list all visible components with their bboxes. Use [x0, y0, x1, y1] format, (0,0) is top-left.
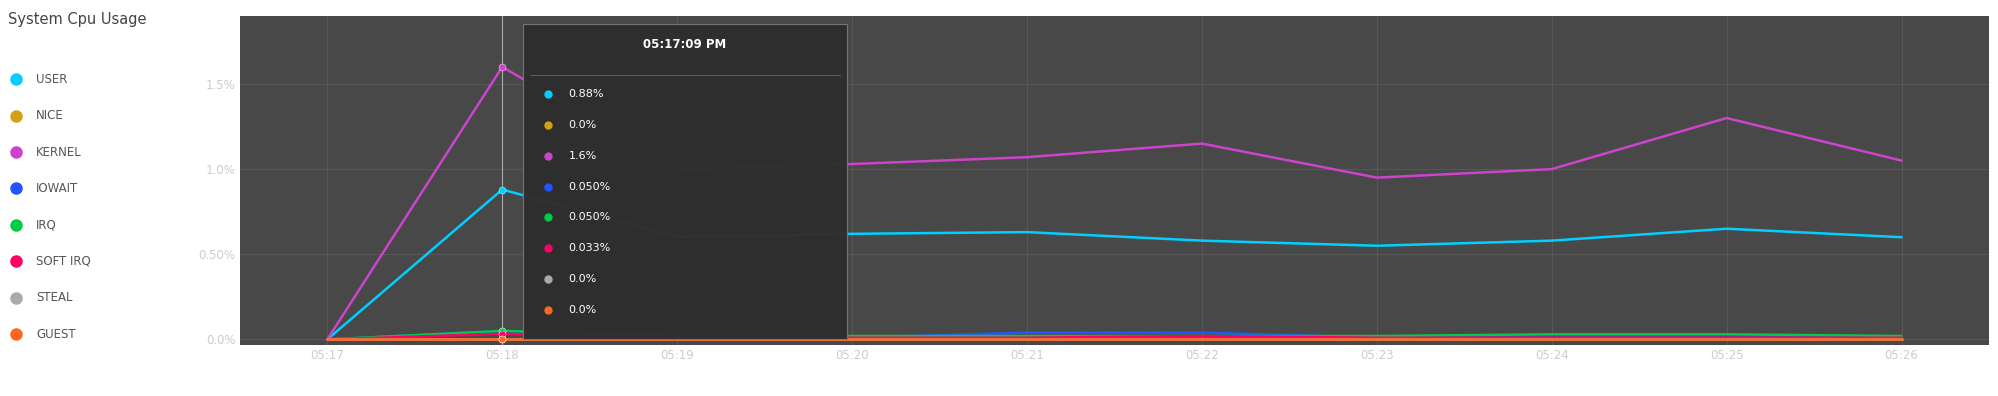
Text: IOWAIT: IOWAIT [36, 182, 78, 195]
Text: SOFT IRQ: SOFT IRQ [36, 255, 90, 268]
Text: GUEST: GUEST [36, 328, 76, 341]
FancyBboxPatch shape [523, 25, 847, 339]
Text: 1.6%: 1.6% [569, 151, 597, 161]
Text: 0.88%: 0.88% [569, 89, 603, 99]
Text: NICE: NICE [36, 109, 64, 122]
Text: KERNEL: KERNEL [36, 146, 82, 158]
Text: 0.0%: 0.0% [569, 274, 597, 284]
Text: System Cpu Usage: System Cpu Usage [8, 12, 146, 27]
Text: 0.0%: 0.0% [569, 120, 597, 130]
Text: STEAL: STEAL [36, 291, 72, 304]
Text: USER: USER [36, 73, 68, 86]
Text: 0.033%: 0.033% [569, 243, 611, 253]
Text: 05:17:09 PM: 05:17:09 PM [643, 38, 727, 51]
Text: 0.050%: 0.050% [569, 212, 611, 223]
Text: 0.050%: 0.050% [569, 182, 611, 192]
Text: IRQ: IRQ [36, 219, 56, 231]
Text: 0.0%: 0.0% [569, 305, 597, 315]
